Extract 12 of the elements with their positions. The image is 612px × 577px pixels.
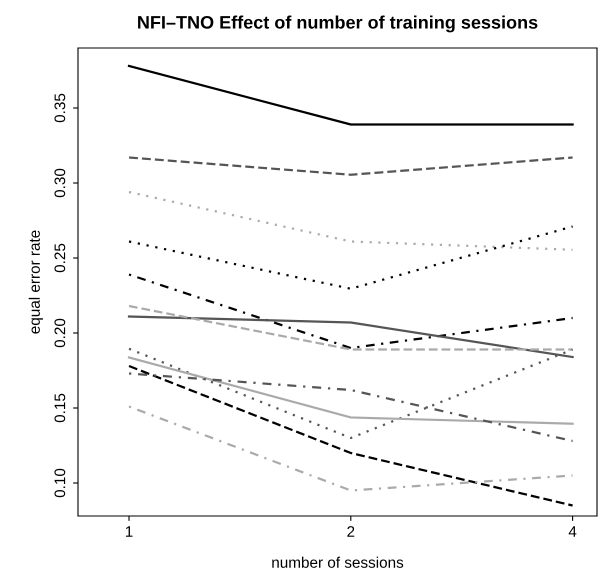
y-axis-title: equal error rate <box>28 230 43 334</box>
y-tick-label: 0.15 <box>54 394 66 422</box>
y-tick-label: 0.35 <box>54 94 66 122</box>
x-axis-title: number of sessions <box>272 556 404 568</box>
y-tick-label: 0.30 <box>54 168 66 198</box>
x-tick-label: 2 <box>347 526 354 537</box>
x-tick-label: 4 <box>568 526 576 537</box>
y-tick-label: 0.25 <box>54 244 66 272</box>
chart-title: NFI–TNO Effect of number of training sessions <box>138 15 538 32</box>
y-tick-label: 0.20 <box>54 318 66 348</box>
y-tick-label: 0.10 <box>54 468 66 498</box>
x-tick-label: 1 <box>126 526 133 537</box>
